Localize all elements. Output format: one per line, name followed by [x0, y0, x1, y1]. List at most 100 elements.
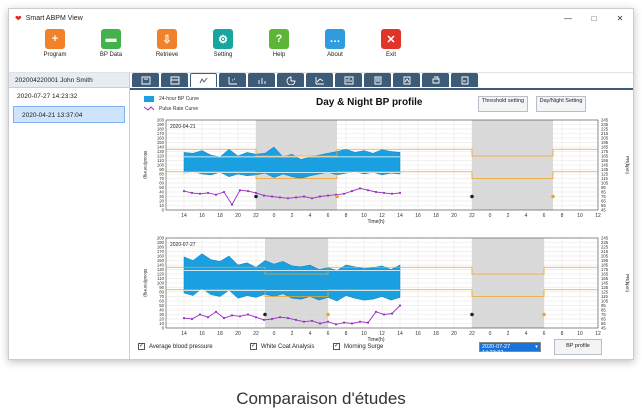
checkbox-box[interactable]: ✓	[250, 343, 257, 350]
pulse-point	[326, 194, 330, 197]
chart-date-label: 2020-07-27	[170, 242, 196, 248]
print-tab-icon	[432, 76, 439, 83]
x-tick-label: 0	[273, 331, 276, 337]
pulse-point	[302, 195, 306, 198]
program-icon[interactable]: +	[45, 29, 65, 49]
average-bp-checkbox[interactable]: ✓ Average blood pressure	[138, 343, 213, 350]
tab-print[interactable]	[422, 73, 449, 87]
gear-icon[interactable]: ⚙	[213, 29, 233, 49]
x-tick-label: 2	[507, 213, 510, 219]
maximize-button[interactable]: □	[591, 13, 597, 23]
pulse-point	[382, 191, 386, 194]
pulse-point	[262, 194, 266, 197]
x-tick-label: 18	[217, 213, 223, 219]
toolbar-label: Exit	[385, 52, 396, 58]
help-icon[interactable]: ?	[269, 29, 289, 49]
y-right-tick-label: 135	[601, 167, 609, 172]
y-right-tick-label: 245	[601, 236, 609, 241]
y-left-tick-label: 160	[157, 136, 165, 141]
y-right-tick-label: 235	[601, 240, 609, 245]
pulse-point	[230, 203, 234, 206]
toolbar-retrieve-button[interactable]: ⇩ Retrieve	[139, 27, 195, 58]
pulse-line	[183, 187, 401, 206]
checkbox-box[interactable]: ✓	[138, 343, 145, 350]
y-right-tick-label: 45	[601, 208, 606, 213]
y-left-tick-label: 20	[159, 199, 164, 204]
y-left-tick-label: 40	[159, 190, 164, 195]
retrieve-icon[interactable]: ⇩	[157, 29, 177, 49]
x-tick-label: 20	[235, 331, 241, 337]
y-left-tick-label: 40	[159, 308, 164, 313]
x-tick-label: 10	[577, 331, 583, 337]
checkbox-box[interactable]: ✓	[333, 343, 340, 350]
y-right-tick-label: 45	[601, 326, 606, 331]
tab-bp-curve[interactable]	[190, 73, 217, 87]
sleep-marker	[470, 312, 474, 317]
tab-scatter[interactable]	[219, 73, 246, 87]
toolbar-exit-button[interactable]: ✕ Exit	[363, 27, 419, 58]
toolbar-bp-data-button[interactable]: ▬ BP Data	[83, 27, 139, 58]
tab-trend[interactable]	[306, 73, 333, 87]
y-left-tick-label: 30	[159, 312, 164, 317]
wake-marker	[542, 312, 546, 317]
chart-date-label: 2020-04-21	[170, 124, 196, 130]
record-item-selected[interactable]: 2020-04-21 13:37:04	[13, 106, 125, 123]
y-right-tick-label: 115	[601, 294, 608, 299]
tab-export[interactable]	[451, 73, 478, 87]
toolbar-setting-button[interactable]: ⚙ Setting	[195, 27, 251, 58]
x-tick-label: 22	[253, 213, 259, 219]
tab-bar[interactable]	[248, 73, 275, 87]
tab-data[interactable]	[161, 73, 188, 87]
app-window: ❤ Smart ABPM View — □ ✕ + Program ▬ BP Data…	[8, 8, 634, 360]
threshold-setting-button[interactable]: Threshold setting	[478, 96, 528, 112]
x-tick-label: 0	[273, 213, 276, 219]
pulse-point	[246, 313, 250, 316]
y-right-tick-label: 225	[601, 245, 609, 250]
close-window-button[interactable]: ✕	[616, 13, 624, 23]
exit-icon[interactable]: ✕	[381, 29, 401, 49]
y-right-tick-label: 115	[601, 176, 608, 181]
y-left-tick-label: 190	[157, 122, 165, 127]
x-tick-label: 8	[561, 331, 564, 337]
y-left-tick-label: 50	[159, 185, 164, 190]
toolbar-help-button[interactable]: ? Help	[251, 27, 307, 58]
pulse-line	[183, 305, 401, 325]
about-icon[interactable]: …	[325, 29, 345, 49]
pulse-point	[358, 187, 362, 190]
y-right-tick-label: 225	[601, 127, 609, 132]
x-tick-label: 12	[595, 331, 601, 337]
tab-pdf[interactable]	[393, 73, 420, 87]
tab-stats[interactable]	[335, 73, 362, 87]
folder-icon[interactable]: ▬	[101, 29, 121, 49]
x-tick-label: 16	[415, 213, 421, 219]
chevron-down-icon[interactable]: ▾	[533, 343, 540, 351]
x-tick-label: 22	[253, 331, 259, 337]
pulse-point	[182, 317, 186, 320]
morning-surge-checkbox[interactable]: ✓ Morning Surge	[333, 343, 383, 350]
bp-band	[183, 253, 401, 302]
toolbar-program-button[interactable]: + Program	[27, 27, 83, 58]
patient-header[interactable]: 202004220001 John Smith	[9, 73, 129, 88]
datetime-select[interactable]: 2020-07-27 14:23:32 ▾	[479, 342, 541, 356]
tab-pie[interactable]	[277, 73, 304, 87]
pulse-point	[190, 191, 194, 194]
toolbar-about-button[interactable]: … About	[307, 27, 363, 58]
day-night-setting-button[interactable]: Day/Night Setting	[536, 96, 586, 112]
pulse-point	[278, 196, 282, 199]
pulse-point	[318, 322, 322, 325]
tab-report[interactable]	[364, 73, 391, 87]
view-tabs	[130, 73, 633, 88]
main-toolbar: + Program ▬ BP Data ⇩ Retrieve ⚙ Setting? Help … A…	[9, 27, 633, 73]
bp-profile-button[interactable]: BP profile	[554, 339, 602, 355]
white-coat-checkbox[interactable]: ✓ White Coat Analysis	[250, 343, 314, 350]
x-tick-label: 12	[379, 213, 385, 219]
pulse-point	[214, 310, 218, 313]
x-tick-label: 6	[327, 213, 330, 219]
tab-edit[interactable]	[132, 73, 159, 87]
y-left-tick-label: 120	[157, 272, 165, 277]
record-item[interactable]: 2020-07-27 14:23:32	[17, 93, 78, 100]
y-right-tick-label: 215	[601, 131, 609, 136]
y-left-tick-label: 70	[159, 294, 164, 299]
minimize-button[interactable]: —	[564, 13, 572, 23]
x-tick-label: 14	[181, 331, 187, 337]
